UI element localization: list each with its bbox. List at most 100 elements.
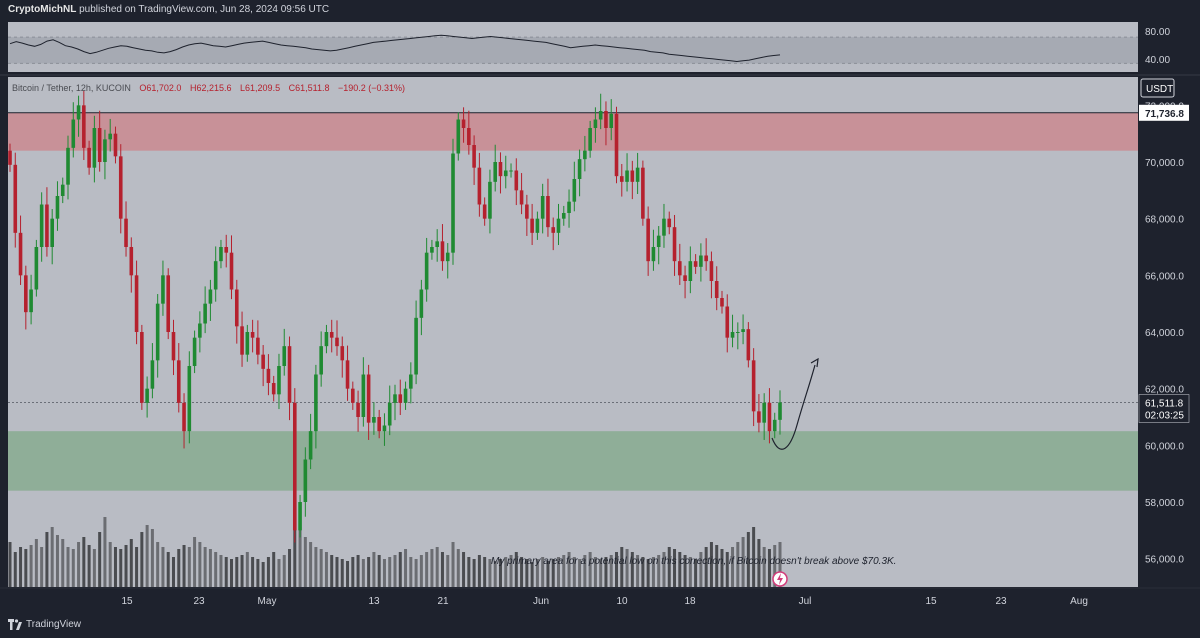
candle-body — [699, 255, 703, 267]
candle-body — [488, 181, 492, 219]
volume-bar — [177, 549, 181, 587]
candle-body — [45, 204, 49, 247]
volume-bar — [620, 547, 624, 587]
resistance-price-label: 71,736.8 — [1145, 109, 1184, 120]
volume-bar — [757, 539, 761, 587]
volume-bar — [124, 545, 128, 587]
candle-body — [308, 431, 313, 460]
candle-body — [124, 218, 128, 247]
candle-body — [757, 411, 761, 423]
volume-bar — [203, 547, 207, 587]
rsi-tick-label: 80.00 — [1145, 27, 1170, 38]
volume-bar — [66, 547, 70, 587]
candle-body — [219, 247, 223, 262]
candle-body — [672, 227, 677, 262]
symbol-name: Bitcoin / Tether, 12h, KUCOIN — [12, 83, 131, 93]
volume-bar — [456, 549, 460, 587]
time-tick-label: Jul — [799, 596, 812, 607]
volume-bar — [704, 547, 708, 587]
candle-body — [182, 402, 186, 432]
candle-body — [746, 329, 751, 361]
time-tick-label: 15 — [121, 596, 133, 607]
candle-body — [683, 275, 687, 281]
candle-body — [593, 119, 598, 128]
volume-bar — [140, 532, 144, 587]
candle-body — [140, 332, 144, 403]
price-tick-label: 56,000.0 — [1145, 555, 1184, 566]
projection-arrow — [771, 364, 816, 450]
volume-bar — [530, 562, 534, 587]
candle-body — [8, 150, 12, 165]
candle-body — [224, 247, 229, 253]
volume-bar — [182, 545, 186, 587]
time-tick-label: 18 — [684, 596, 696, 607]
volume-bar — [92, 549, 96, 587]
price-tick-label: 66,000.0 — [1145, 271, 1184, 282]
volume-bar — [472, 559, 476, 587]
candle-body — [108, 133, 113, 140]
volume-bar — [440, 552, 444, 587]
candle-body — [609, 113, 614, 128]
volume-bar — [82, 537, 86, 587]
candle-body — [266, 368, 271, 383]
candle-body — [693, 261, 698, 267]
candle-body — [155, 303, 160, 361]
candle-body — [335, 337, 339, 347]
candle-body — [419, 289, 424, 318]
candle-body — [250, 332, 255, 338]
volume-bar — [40, 547, 44, 587]
candle-body — [604, 111, 608, 128]
candle-body — [588, 128, 592, 151]
candle-body — [472, 145, 476, 168]
candle-body — [187, 366, 192, 432]
volume-bar — [657, 555, 661, 587]
flash-icon-bolt — [777, 573, 783, 585]
volume-bar — [8, 542, 12, 587]
candle-body — [161, 275, 165, 304]
candle-body — [435, 241, 439, 247]
candle-body — [314, 374, 318, 432]
price-axis[interactable]: 72,000.070,000.068,000.066,000.064,000.0… — [1145, 101, 1184, 565]
volume-bar — [593, 557, 597, 587]
candle-body — [345, 360, 350, 389]
candle-body — [762, 402, 766, 423]
candle-body — [583, 150, 587, 160]
volume-bar — [567, 552, 571, 587]
volume-bar — [520, 557, 524, 587]
volume-bar — [324, 552, 328, 587]
candle-body — [87, 147, 91, 168]
volume-bar — [546, 561, 550, 587]
chart-canvas[interactable]: 80.00 40.00 My primary area for a potent… — [0, 20, 1200, 612]
volume-bar — [673, 549, 677, 587]
volume-bar — [145, 525, 149, 587]
candle-body — [398, 394, 403, 403]
volume-bar — [636, 555, 640, 587]
candle-body — [198, 323, 202, 338]
time-tick-label: 21 — [437, 596, 449, 607]
time-tick-label: 13 — [368, 596, 380, 607]
volume-bar — [430, 549, 434, 587]
last-price-label: 61,511.8 — [1145, 398, 1184, 409]
candle-body — [24, 275, 28, 313]
candle-body — [556, 218, 561, 233]
volume-bar — [251, 557, 255, 587]
candle-body — [546, 196, 550, 228]
time-axis[interactable]: 15 23 May 13 21 Jun 10 18 Jul 15 23 Aug — [121, 596, 1087, 607]
candle-body — [171, 332, 176, 361]
candle-body — [39, 204, 44, 247]
volume-bar — [19, 547, 23, 587]
candle-body — [118, 156, 123, 219]
candle-body — [256, 337, 260, 355]
volume-bar — [330, 555, 334, 587]
volume-bar — [483, 557, 487, 587]
candle-body — [561, 213, 566, 219]
volume-bar — [61, 539, 65, 587]
volume-bar — [161, 547, 165, 587]
volume-bar — [113, 547, 117, 587]
candle-body — [103, 139, 107, 162]
author-name[interactable]: CryptoMichNL — [8, 4, 77, 15]
currency-badge[interactable] — [1140, 78, 1175, 98]
candle-body — [145, 388, 149, 403]
price-tick-label: 62,000.0 — [1145, 385, 1184, 396]
volume-bar — [599, 559, 603, 587]
